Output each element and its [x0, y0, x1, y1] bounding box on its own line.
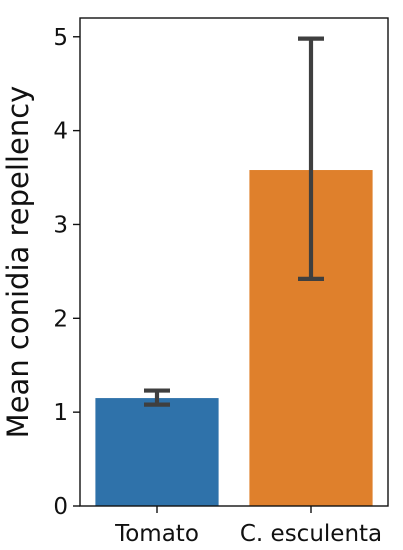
bars: [95, 170, 373, 506]
x-axis-ticks: Tomato C. esculenta: [114, 506, 382, 547]
y-tick-label-0: 0: [53, 494, 68, 520]
y-axis-label: Mean conidia repellency: [1, 86, 35, 439]
error-bars: [144, 36, 324, 407]
y-tick-label-3: 3: [53, 212, 68, 238]
y-tick-label-4: 4: [53, 119, 68, 145]
y-tick-label-2: 2: [53, 306, 68, 332]
x-tick-label-0: Tomato: [114, 521, 199, 547]
y-axis-ticks: 0 1 2 3 4 5: [53, 25, 80, 520]
x-tick-label-1: C. esculenta: [240, 521, 382, 547]
y-tick-label-5: 5: [53, 25, 68, 51]
bar-0: [95, 398, 219, 506]
plot-frame: [79, 17, 389, 507]
y-tick-label-1: 1: [53, 400, 68, 426]
